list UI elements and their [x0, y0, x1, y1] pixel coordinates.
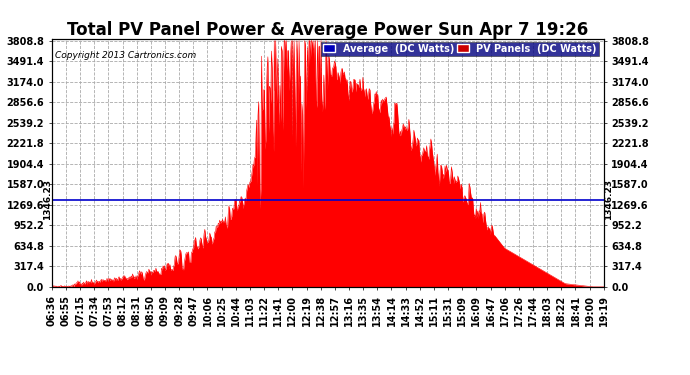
Text: 1346.23: 1346.23	[604, 179, 613, 220]
Text: 1346.23: 1346.23	[43, 179, 52, 220]
Legend: Average  (DC Watts), PV Panels  (DC Watts): Average (DC Watts), PV Panels (DC Watts)	[322, 42, 599, 56]
Text: Copyright 2013 Cartronics.com: Copyright 2013 Cartronics.com	[55, 51, 196, 60]
Title: Total PV Panel Power & Average Power Sun Apr 7 19:26: Total PV Panel Power & Average Power Sun…	[67, 21, 589, 39]
